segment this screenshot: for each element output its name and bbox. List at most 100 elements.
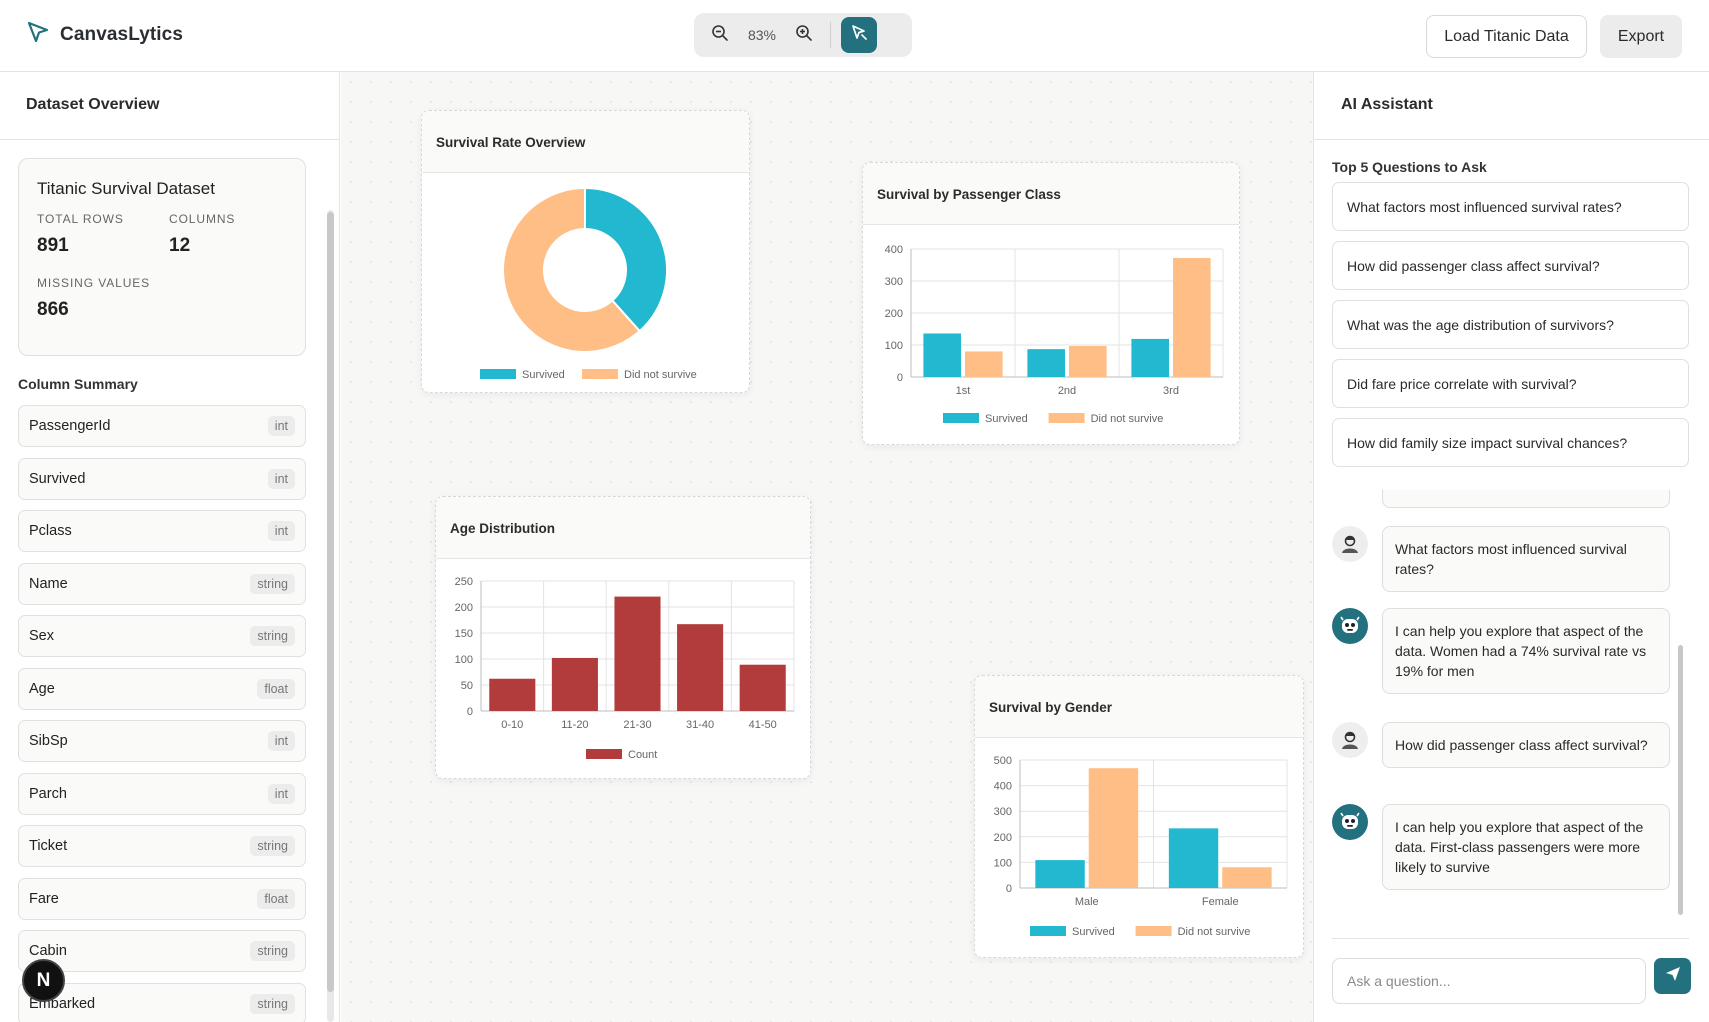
column-item[interactable]: Ticket string — [18, 825, 306, 867]
bar — [923, 333, 961, 377]
bar-chart-age: 0 50 100 150 200 250 0-10 11-20 21-30 31-40 41-50 C… — [455, 576, 795, 761]
legend-swatch — [480, 369, 516, 379]
select-tool-button[interactable] — [841, 17, 877, 53]
dataset-card: Titanic Survival Dataset TOTAL ROWS 891 … — [18, 158, 306, 356]
legend-label: Did not survive — [1091, 413, 1164, 425]
column-item[interactable]: Age float — [18, 667, 306, 710]
y-tick-label: 0 — [897, 372, 903, 384]
chart-card-survival-rate[interactable]: Survival Rate Overview Survived Did not s… — [421, 110, 750, 393]
column-type-badge: float — [257, 678, 295, 699]
column-name: Age — [29, 680, 55, 697]
x-tick-label: 41-50 — [749, 719, 777, 731]
column-item[interactable]: Survived int — [18, 457, 306, 500]
assistant-title: AI Assistant — [1314, 72, 1709, 140]
suggested-question[interactable]: What was the age distribution of survivo… — [1332, 300, 1689, 349]
zoom-in-icon — [795, 24, 813, 47]
suggested-question[interactable]: Did fare price correlate with survival? — [1332, 359, 1689, 408]
column-name: Parch — [29, 785, 67, 802]
questions-label: Top 5 Questions to Ask — [1332, 159, 1487, 175]
bar — [489, 678, 536, 711]
cursor-arrow-icon — [26, 20, 50, 49]
column-item[interactable]: Fare float — [18, 877, 306, 920]
column-type-badge: string — [250, 993, 295, 1014]
chat-history[interactable]: What factors most influenced survival ra… — [1314, 490, 1709, 932]
column-type-badge: int — [267, 521, 295, 541]
donut-chart: Survived Did not survive — [480, 186, 697, 381]
bar — [739, 664, 786, 711]
chat-bubble: What factors most influenced survival ra… — [1382, 526, 1670, 592]
dev-tools-badge[interactable]: N — [22, 959, 65, 1002]
x-tick-label: 21-30 — [623, 719, 651, 731]
column-type-badge: float — [257, 888, 295, 909]
column-list: PassengerId int Survived int Pclass int Nam… — [18, 405, 306, 1022]
chart-card-passenger-class[interactable]: Survival by Passenger Class 0 100 200 300 40… — [862, 162, 1240, 445]
column-item[interactable]: PassengerId int — [18, 405, 306, 447]
x-tick-label: Female — [1202, 896, 1239, 908]
column-item[interactable]: Parch int — [18, 772, 306, 815]
column-name: SibSp — [29, 733, 68, 749]
legend-swatch — [1135, 926, 1172, 936]
suggested-question[interactable]: How did passenger class affect survival? — [1332, 241, 1689, 290]
chart-card-gender[interactable]: Survival by Gender 0 100 200 300 400 500 Male F… — [974, 675, 1304, 958]
chart-title: Survival by Gender — [975, 676, 1303, 738]
legend-label: Survived — [1072, 926, 1115, 938]
y-tick-label: 400 — [885, 244, 903, 256]
suggested-question[interactable]: How did family size impact survival chan… — [1332, 418, 1689, 467]
x-tick-label: 11-20 — [561, 719, 588, 731]
chat-bubble: I can help you explore that aspect of th… — [1382, 804, 1670, 890]
chart-canvas[interactable]: Survival Rate Overview Survived Did not s… — [341, 72, 1313, 1022]
columns-value: 12 — [169, 235, 191, 256]
y-tick-label: 200 — [994, 832, 1012, 844]
toolbar-divider — [830, 22, 831, 48]
legend-swatch — [586, 749, 622, 759]
bar — [551, 657, 598, 711]
pie-slice — [502, 186, 642, 353]
column-name: Sex — [29, 628, 54, 644]
y-tick-label: 250 — [455, 576, 473, 588]
brand[interactable]: CanvasLytics — [26, 20, 183, 49]
bar — [1035, 860, 1085, 888]
missing-values-value: 866 — [37, 299, 69, 320]
y-tick-label: 100 — [994, 857, 1012, 869]
zoom-controls: 83% — [694, 13, 912, 57]
column-name: Ticket — [29, 838, 68, 854]
column-item[interactable]: Cabin string — [18, 930, 306, 972]
column-name: PassengerId — [29, 418, 111, 434]
suggested-question[interactable]: What factors most influenced survival ra… — [1332, 182, 1689, 231]
column-item[interactable]: SibSp int — [18, 720, 306, 762]
bar — [1027, 349, 1065, 377]
y-tick-label: 50 — [461, 680, 473, 692]
chart-card-age-distribution[interactable]: Age Distribution 0 50 100 150 200 250 0-10 11-2… — [435, 496, 811, 779]
bar — [1168, 828, 1219, 888]
legend-label: Survived — [985, 413, 1028, 425]
bar — [1088, 768, 1139, 888]
x-tick-label: 3rd — [1163, 385, 1179, 397]
column-item[interactable]: Name string — [18, 562, 306, 605]
bar — [1222, 867, 1272, 888]
ask-question-input[interactable] — [1332, 958, 1646, 1004]
legend-label: Did not survive — [624, 369, 697, 381]
column-name: Fare — [29, 890, 59, 907]
x-tick-label: 0-10 — [501, 719, 523, 731]
sidebar-scrollbar-thumb[interactable] — [327, 212, 334, 992]
y-tick-label: 500 — [994, 755, 1012, 767]
load-data-button[interactable]: Load Titanic Data — [1426, 15, 1587, 58]
legend-swatch — [582, 369, 618, 379]
bar — [1069, 345, 1107, 377]
chat-scrollbar[interactable] — [1678, 645, 1683, 915]
bar — [965, 351, 1003, 377]
bar — [677, 624, 724, 711]
bot-avatar-icon — [1332, 804, 1368, 840]
chart-title: Survival Rate Overview — [422, 111, 749, 173]
export-button[interactable]: Export — [1600, 15, 1682, 58]
zoom-in-button[interactable] — [786, 17, 822, 53]
column-item[interactable]: Sex string — [18, 615, 306, 657]
total-rows-label: TOTAL ROWS — [37, 212, 124, 226]
send-button[interactable] — [1654, 958, 1691, 994]
column-type-badge: int — [267, 468, 295, 489]
suggested-questions: What factors most influenced survival ra… — [1332, 182, 1689, 477]
bar — [614, 596, 661, 711]
missing-values-label: MISSING VALUES — [37, 276, 151, 290]
zoom-out-button[interactable] — [702, 17, 738, 53]
column-item[interactable]: Pclass int — [18, 510, 306, 552]
